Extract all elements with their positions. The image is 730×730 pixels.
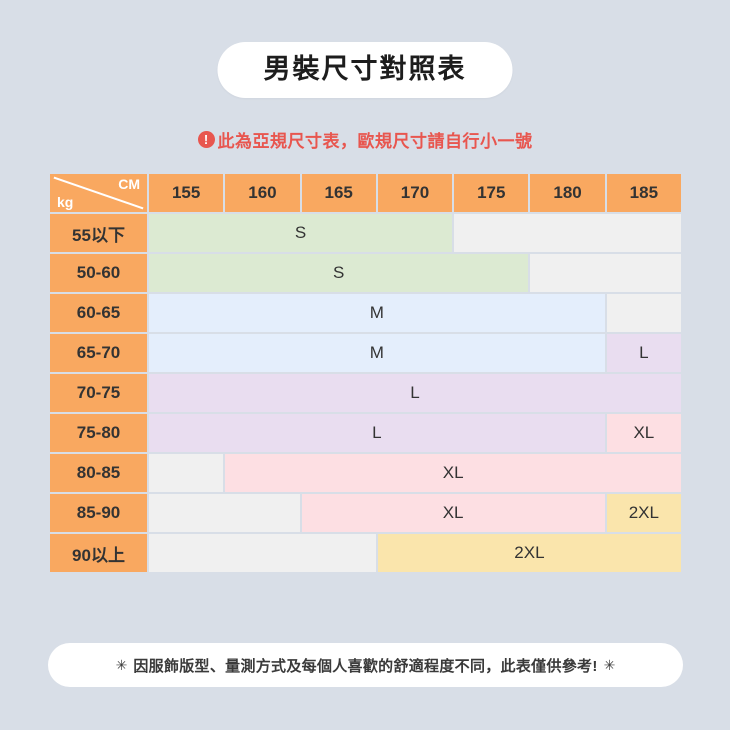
footer-text: 因服飾版型、量測方式及每個人喜歡的舒適程度不同，此表僅供參考! xyxy=(133,657,598,675)
row-header-75-80: 75-80 xyxy=(50,414,147,452)
table-row: 70-75 L xyxy=(50,374,681,412)
exclamation-circle-icon: ! xyxy=(197,131,215,148)
size-cell-empty xyxy=(454,214,681,252)
table-row: 85-90 XL 2XL xyxy=(50,494,681,532)
table-header-row: CM kg 155 160 165 170 175 180 185 xyxy=(50,174,681,212)
row-header-55以下: 55以下 xyxy=(50,214,147,252)
size-cell-empty xyxy=(530,254,681,292)
column-header-170: 170 xyxy=(377,174,453,212)
size-cell-L: L xyxy=(149,374,681,412)
size-cell-L: L xyxy=(149,414,605,452)
size-chart-body: CM kg 155 160 165 170 175 180 185 55以下 S 50-60 S 60-6… xyxy=(50,174,681,572)
size-cell-2XL: 2XL xyxy=(377,534,681,572)
row-header-85-90: 85-90 xyxy=(50,494,147,532)
size-cell-empty xyxy=(149,534,376,572)
column-header-160: 160 xyxy=(225,174,300,212)
column-header-155: 155 xyxy=(149,174,224,212)
column-header-185: 185 xyxy=(606,174,681,212)
size-cell-S: S xyxy=(149,254,529,292)
size-cell-2XL: 2XL xyxy=(606,494,681,532)
row-header-65-70: 65-70 xyxy=(50,334,147,372)
table-row: 90以上 2XL xyxy=(50,534,681,572)
size-cell-empty xyxy=(606,294,681,332)
page-title: 男裝尺寸對照表 xyxy=(263,54,467,84)
row-header-90以上: 90以上 xyxy=(50,534,147,572)
table-corner-cell: CM kg xyxy=(50,174,147,212)
corner-kg-label: kg xyxy=(57,194,74,210)
star-icon-right: ✳ xyxy=(603,656,616,673)
size-cell-L: L xyxy=(606,334,681,372)
size-cell-empty xyxy=(149,454,224,492)
table-row: 65-70 M L xyxy=(50,334,681,372)
column-header-180: 180 xyxy=(530,174,605,212)
column-header-165: 165 xyxy=(301,174,376,212)
size-cell-XL: XL xyxy=(225,454,681,492)
size-cell-empty xyxy=(149,494,300,532)
warning-banner: ! 此為亞規尺寸表，歐規尺寸請自行小一號 xyxy=(0,127,730,152)
footer-note: ✳ 因服飾版型、量測方式及每個人喜歡的舒適程度不同，此表僅供參考! ✳ xyxy=(48,643,683,687)
size-cell-XL: XL xyxy=(301,494,605,532)
corner-cm-label: CM xyxy=(118,176,140,192)
row-header-50-60: 50-60 xyxy=(50,254,147,292)
table-row: 80-85 XL xyxy=(50,454,681,492)
row-header-60-65: 60-65 xyxy=(50,294,147,332)
size-cell-S: S xyxy=(149,214,453,252)
size-cell-M: M xyxy=(149,294,605,332)
size-chart-table: CM kg 155 160 165 170 175 180 185 55以下 S 50-60 S 60-6… xyxy=(48,172,683,574)
table-row: 60-65 M xyxy=(50,294,681,332)
table-row: 55以下 S xyxy=(50,214,681,252)
table-row: 75-80 L XL xyxy=(50,414,681,452)
size-cell-M: M xyxy=(149,334,605,372)
table-row: 50-60 S xyxy=(50,254,681,292)
row-header-70-75: 70-75 xyxy=(50,374,147,412)
row-header-80-85: 80-85 xyxy=(50,454,147,492)
column-header-175: 175 xyxy=(454,174,529,212)
size-cell-XL: XL xyxy=(606,414,681,452)
title-pill: 男裝尺寸對照表 xyxy=(217,42,513,98)
warning-text: 此為亞規尺寸表，歐規尺寸請自行小一號 xyxy=(217,132,533,151)
star-icon-left: ✳ xyxy=(115,656,128,673)
